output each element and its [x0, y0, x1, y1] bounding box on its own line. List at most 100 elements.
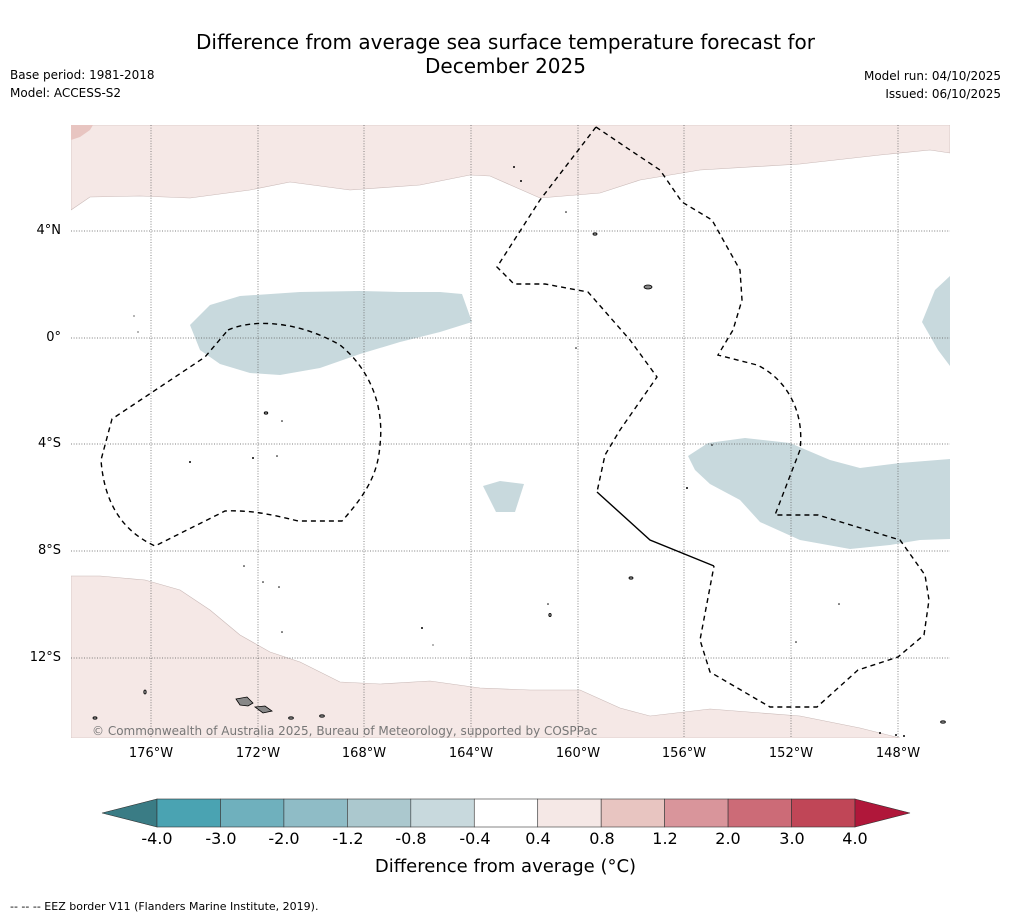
- island-dot: [189, 461, 191, 463]
- colorbar-tick: 2.0: [715, 829, 741, 848]
- base-period: Base period: 1981-2018: [10, 68, 155, 82]
- lon-label-160w: 160°W: [555, 746, 601, 761]
- colorbar-tick: -0.8: [395, 829, 427, 848]
- anomaly-warm-north: [71, 125, 950, 211]
- island-dot: [575, 347, 577, 349]
- island-c: [263, 411, 269, 415]
- eez-border-central: [595, 126, 930, 708]
- eez-border-solid: [596, 491, 715, 567]
- colorbar-label: Difference from average (°C): [374, 856, 637, 877]
- anomaly-cool-equatorial: [190, 291, 472, 375]
- colorbar-segment: [791, 798, 856, 828]
- lat-label-4s: 4°S: [37, 436, 61, 451]
- lon-label-164w: 164°W: [448, 746, 494, 761]
- island-dot: [513, 166, 515, 168]
- colorbar-under-triangle: [101, 798, 158, 828]
- colorbar-tick: -0.4: [459, 829, 491, 848]
- island-dot: [711, 444, 713, 446]
- island-dots: [133, 166, 905, 737]
- lon-label-152w: 152°W: [768, 746, 814, 761]
- island-f: [143, 689, 147, 695]
- copyright-notice: © Commonwealth of Australia 2025, Bureau…: [92, 724, 598, 738]
- colorbar-segment: [410, 798, 475, 828]
- island-dot: [520, 180, 522, 182]
- island-large-1: [235, 696, 254, 707]
- lat-label-4n: 4°N: [36, 223, 62, 238]
- lat-label-8s: 8°S: [37, 543, 61, 558]
- title-line-1: Difference from average sea surface temp…: [195, 30, 815, 54]
- lon-label-168w: 168°W: [341, 746, 387, 761]
- colorbar-segment: [473, 798, 539, 828]
- island-large-2: [253, 705, 273, 714]
- colorbar-tick: -3.0: [205, 829, 237, 848]
- colorbar-tick: 4.0: [842, 829, 868, 848]
- island-dot: [252, 457, 254, 459]
- meta-right: Model run: 04/10/2025 Issued: 06/10/2025: [864, 67, 1001, 103]
- island-dot: [432, 644, 434, 646]
- lon-label-156w: 156°W: [661, 746, 707, 761]
- anomaly-cool-southeast: [688, 438, 950, 549]
- colorbar-segment: [283, 798, 348, 828]
- island-g: [92, 716, 98, 720]
- island-e: [548, 613, 552, 618]
- island-d: [628, 576, 634, 580]
- colorbar-over-triangle: [854, 798, 911, 828]
- colorbar-segment: [727, 798, 792, 828]
- island-dot: [137, 331, 139, 333]
- island-dot: [547, 603, 549, 605]
- lon-label-148w: 148°W: [875, 746, 921, 761]
- colorbar-segment: [664, 798, 729, 828]
- meta-left: Base period: 1981-2018 Model: ACCESS-S2: [10, 66, 155, 102]
- colorbar-tick: -4.0: [141, 829, 173, 848]
- lat-label-0: 0°: [46, 330, 61, 345]
- lon-label-172w: 172°W: [235, 746, 281, 761]
- colorbar-segment: [220, 798, 285, 828]
- gridlines: [71, 125, 950, 738]
- island-dot: [895, 734, 897, 736]
- colorbar: [101, 798, 911, 828]
- colorbar-segment: [156, 798, 221, 828]
- island-j: [940, 720, 946, 724]
- island-dot: [686, 487, 688, 489]
- anomaly-cool-east-edge: [922, 276, 950, 366]
- colorbar-tick: 1.2: [652, 829, 678, 848]
- island-dot: [795, 641, 797, 643]
- lat-label-12s: 12°S: [29, 650, 61, 665]
- colorbar-tick: -1.2: [332, 829, 364, 848]
- eez-footnote: -- -- -- EEZ border V11 (Flanders Marine…: [10, 900, 319, 913]
- island-dot: [565, 211, 567, 213]
- issued-date: Issued: 06/10/2025: [885, 87, 1001, 101]
- eez-border-west: [100, 322, 382, 547]
- island-dot: [133, 315, 135, 317]
- island-b: [592, 232, 598, 236]
- island-dot: [276, 455, 278, 457]
- colorbar-segment: [600, 798, 665, 828]
- lon-label-176w: 176°W: [128, 746, 174, 761]
- chart-title: Difference from average sea surface temp…: [0, 30, 1011, 78]
- island-dot: [278, 586, 280, 588]
- colorbar-tick: 0.8: [589, 829, 615, 848]
- eez-borders: [100, 126, 930, 708]
- island-dot: [421, 627, 423, 629]
- eez-border-central-west: [496, 126, 658, 493]
- island-dot: [281, 631, 283, 633]
- colorbar-tick: 3.0: [779, 829, 805, 848]
- island-dot: [243, 565, 245, 567]
- island-dot: [903, 735, 905, 737]
- colorbar-segment: [537, 798, 602, 828]
- anomaly-cool-small: [483, 481, 524, 512]
- island-h: [288, 716, 294, 720]
- anomaly-warm-corner: [71, 125, 93, 140]
- island-a: [643, 284, 653, 290]
- colorbar-segment: [347, 798, 412, 828]
- anomaly-warm-south: [71, 575, 901, 738]
- colorbar-tick: -2.0: [268, 829, 300, 848]
- title-line-2: December 2025: [425, 54, 586, 78]
- islands: [92, 232, 946, 724]
- colorbar-tick: 0.4: [525, 829, 551, 848]
- island-i: [319, 714, 325, 718]
- model-name: Model: ACCESS-S2: [10, 86, 122, 100]
- island-dot: [262, 581, 264, 583]
- island-dot: [281, 420, 283, 422]
